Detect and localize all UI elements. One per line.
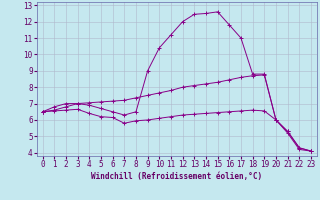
X-axis label: Windchill (Refroidissement éolien,°C): Windchill (Refroidissement éolien,°C) bbox=[91, 172, 262, 181]
